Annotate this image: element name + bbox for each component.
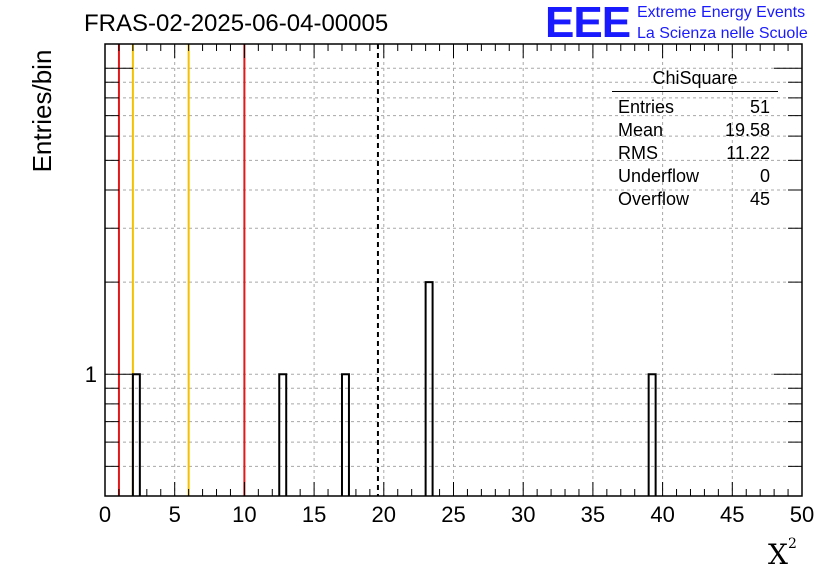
x-tick-label: 30 xyxy=(511,502,535,527)
x-tick-label: 0 xyxy=(99,502,111,527)
x-axis-label-text: X xyxy=(768,538,788,571)
stats-row-overflow: Overflow 45 xyxy=(612,188,778,211)
histogram-bar xyxy=(647,373,657,496)
stats-label: Entries xyxy=(618,97,675,117)
logo-line-1: Extreme Energy Events xyxy=(637,4,806,21)
x-tick-label: 20 xyxy=(372,502,396,527)
x-tick-label: 5 xyxy=(169,502,181,527)
x-tick-label: 15 xyxy=(302,502,326,527)
stats-box: ChiSquare Entries 51 Mean 19.58 RMS 11.2… xyxy=(612,68,778,211)
eee-logo: EEE Extreme Energy Events La Scienza nel… xyxy=(545,0,836,48)
stats-row-rms: RMS 11.22 xyxy=(612,142,778,165)
stats-title: ChiSquare xyxy=(612,68,778,92)
chart-title: FRAS-02-2025-06-04-00005 xyxy=(84,10,389,37)
stats-label: RMS xyxy=(618,143,658,163)
stats-value: 45 xyxy=(749,189,770,209)
stats-label: Underflow xyxy=(618,166,700,186)
x-axis-label: X2 xyxy=(768,535,797,571)
stats-row-entries: Entries 51 xyxy=(612,96,778,119)
histogram-bar xyxy=(278,373,288,496)
stats-value: 11.22 xyxy=(726,143,770,163)
histogram-bar xyxy=(340,373,350,496)
x-tick-label: 25 xyxy=(441,502,465,527)
y-tick-label: 1 xyxy=(85,362,97,387)
stats-value: 51 xyxy=(749,97,770,117)
x-tick-label: 10 xyxy=(232,502,256,527)
x-tick-label: 40 xyxy=(650,502,674,527)
x-axis-label-superscript: 2 xyxy=(787,535,797,552)
x-tick-label: 50 xyxy=(790,502,814,527)
stats-value: 0 xyxy=(759,166,770,186)
x-tick-label: 45 xyxy=(720,502,744,527)
stats-row-underflow: Underflow 0 xyxy=(612,165,778,188)
stats-label: Overflow xyxy=(618,189,690,209)
stats-value: 19.58 xyxy=(724,120,770,140)
x-tick-label: 35 xyxy=(581,502,605,527)
logo-line-2: La Scienza nelle Scuole xyxy=(637,25,808,42)
stats-row-mean: Mean 19.58 xyxy=(612,119,778,142)
logo-letters: EEE xyxy=(545,0,631,47)
histogram-bar xyxy=(131,373,141,496)
stats-label: Mean xyxy=(618,120,664,140)
histogram-bar xyxy=(424,281,434,496)
